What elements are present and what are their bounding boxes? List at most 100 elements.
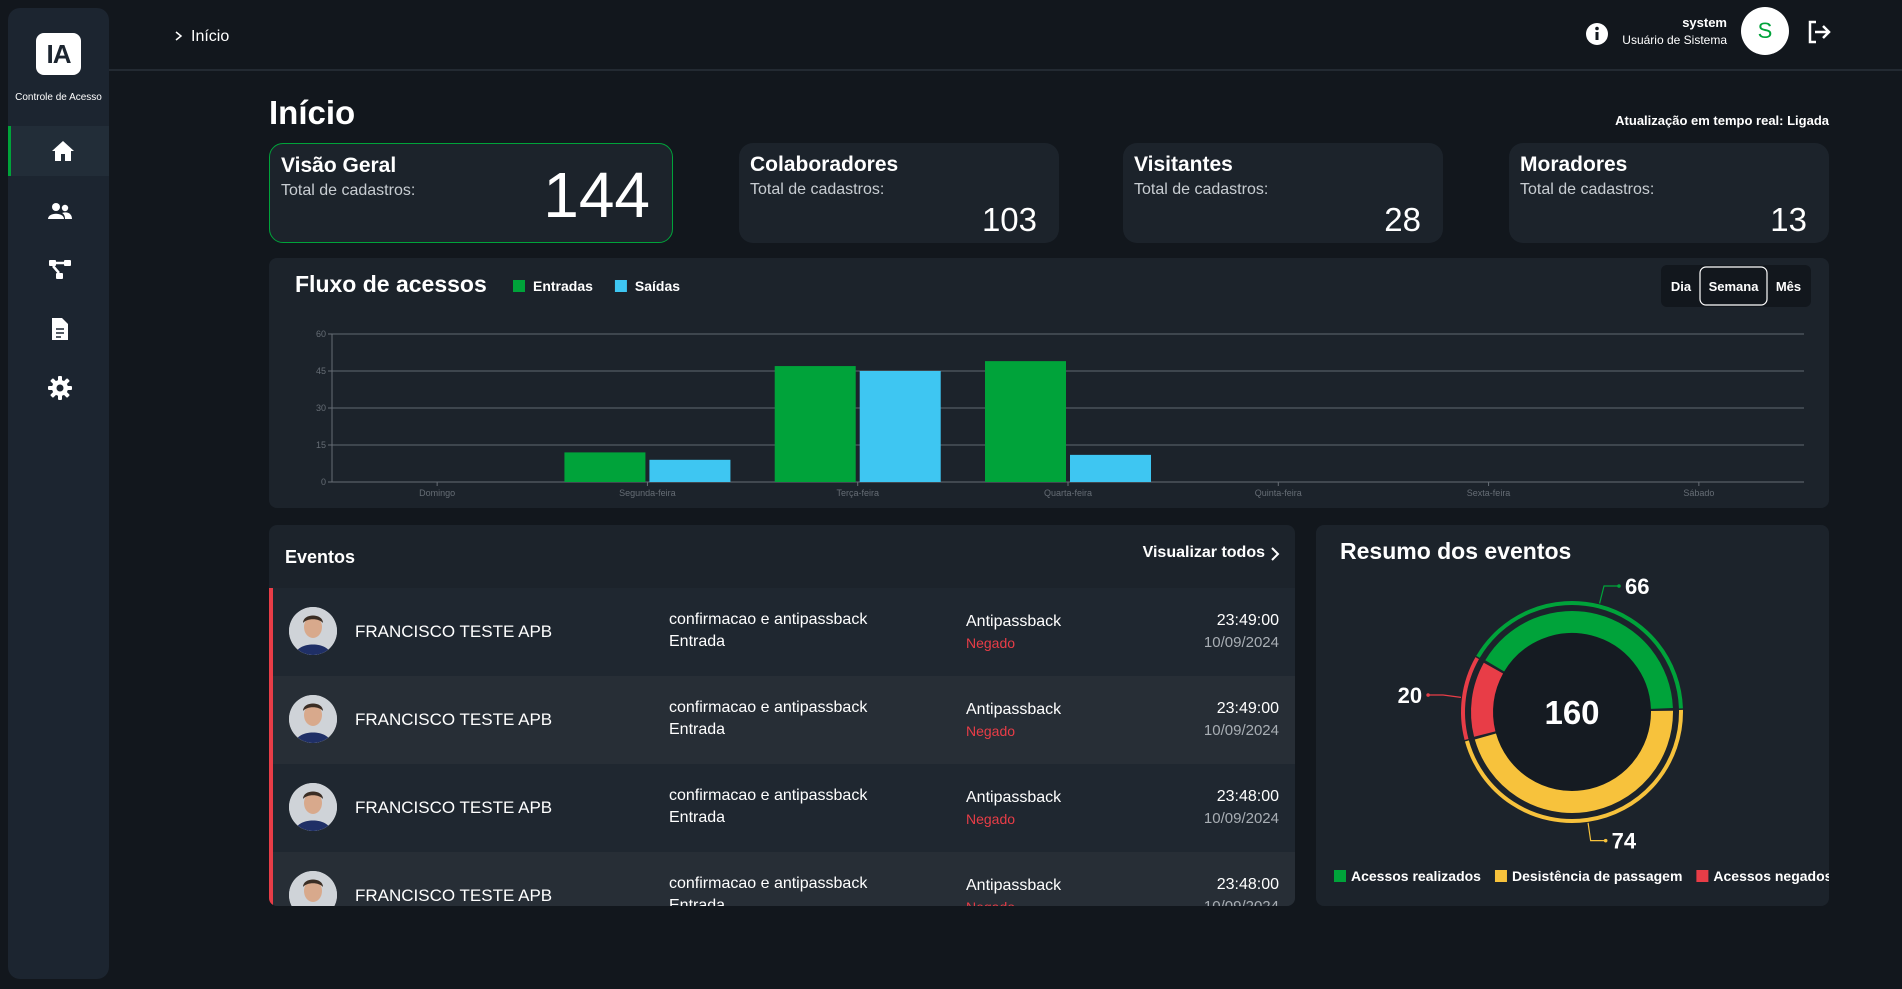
x-tick-label: Sexta-feira <box>1467 488 1511 498</box>
legend-label: Desistência de passagem <box>1512 868 1682 884</box>
event-row[interactable]: FRANCISCO TESTE APB confirmacao e antipas… <box>269 852 1295 906</box>
period-label[interactable]: Mês <box>1776 279 1801 294</box>
breadcrumb-chevron <box>175 31 183 41</box>
card-subtitle: Total de cadastros: <box>281 182 416 199</box>
direction: Entrada <box>669 633 726 650</box>
event-status: Negado <box>966 899 1015 906</box>
person-name: FRANCISCO TESTE APB <box>355 710 553 729</box>
gear-icon <box>48 376 72 400</box>
y-tick-label: 60 <box>316 329 326 339</box>
realtime-status: Atualização em tempo real: Ligada <box>1615 113 1829 128</box>
avatar-photo <box>289 871 337 906</box>
donut-segment <box>1474 710 1673 813</box>
value-label: 20 <box>1398 683 1422 708</box>
y-tick-label: 15 <box>316 440 326 450</box>
events-title: Eventos <box>285 547 356 567</box>
avatar <box>289 695 337 743</box>
leader-dot <box>1617 584 1621 588</box>
event-date: 10/09/2024 <box>1203 634 1279 651</box>
card-subtitle: Total de cadastros: <box>1134 181 1269 198</box>
logo[interactable]: IA <box>36 33 81 75</box>
x-tick-label: Terça-feira <box>836 488 879 498</box>
card-visitors[interactable]: Visitantes Total de cadastros: 28 <box>1123 143 1443 243</box>
leader-dot <box>1426 693 1430 697</box>
card-residents[interactable]: Moradores Total de cadastros: 13 <box>1509 143 1829 243</box>
breadcrumb[interactable]: Início <box>191 28 230 45</box>
donut-total: 160 <box>1544 694 1599 731</box>
event-type: Antipassback <box>966 877 1062 894</box>
card-subtitle: Total de cadastros: <box>1520 181 1655 198</box>
card-overview[interactable]: Visão Geral Total de cadastros: 144 <box>269 143 673 243</box>
sidebar: IA Controle de Acesso <box>8 8 109 979</box>
avatar <box>289 607 337 655</box>
bar <box>564 452 646 482</box>
card-title: Colaboradores <box>750 153 899 176</box>
avatar[interactable]: S <box>1741 7 1789 55</box>
event-status: Negado <box>966 811 1016 827</box>
value-label: 74 <box>1612 829 1637 854</box>
legend-label: Acessos negados <box>1713 868 1829 884</box>
direction: Entrada <box>669 809 726 826</box>
chart-title: Fluxo de acessos <box>295 271 487 297</box>
leader-line <box>1587 822 1606 842</box>
card-value: 28 <box>1384 201 1421 238</box>
card-employees[interactable]: Colaboradores Total de cadastros: 103 <box>739 143 1059 243</box>
bar <box>774 366 856 482</box>
donut-segment <box>1471 662 1504 737</box>
period-button[interactable] <box>1699 266 1768 306</box>
event-type: Antipassback <box>966 789 1062 806</box>
user-name: system <box>1682 15 1727 30</box>
x-tick-label: Domingo <box>419 488 455 498</box>
y-tick-label: 30 <box>316 403 326 413</box>
card-value: 144 <box>543 159 650 231</box>
leader-line <box>1598 585 1619 604</box>
y-tick-label: 0 <box>321 477 326 487</box>
access-flow-chart: Fluxo de acessos Entradas Saídas Dia Semana M… <box>269 258 1829 508</box>
bar <box>859 371 941 482</box>
card-value: 103 <box>981 201 1037 238</box>
access-rule: confirmacao e antipassback <box>669 611 868 628</box>
event-type: Antipassback <box>966 613 1062 630</box>
event-date: 10/09/2024 <box>1203 722 1279 739</box>
event-time: 23:48:00 <box>1216 876 1279 893</box>
person-name: FRANCISCO TESTE APB <box>355 798 553 817</box>
access-rule: confirmacao e antipassback <box>669 699 868 716</box>
person-name: FRANCISCO TESTE APB <box>355 886 553 905</box>
view-all[interactable]: Visualizar todos <box>1142 544 1265 561</box>
card-subtitle: Total de cadastros: <box>750 181 885 198</box>
leader-dot <box>1603 838 1608 843</box>
legend-swatch <box>1334 870 1346 882</box>
bar <box>649 459 731 482</box>
period-label[interactable]: Semana <box>1709 279 1760 294</box>
view-all-chevron[interactable] <box>1269 545 1281 563</box>
legend-label: Entradas <box>533 278 593 294</box>
event-row[interactable]: FRANCISCO TESTE APB confirmacao e antipas… <box>269 764 1295 852</box>
nav-home[interactable] <box>8 126 109 176</box>
x-tick-label: Sábado <box>1683 488 1714 498</box>
period-label[interactable]: Dia <box>1671 279 1692 294</box>
avatar-photo <box>289 783 337 831</box>
card-title: Visitantes <box>1134 153 1233 176</box>
event-time: 23:48:00 <box>1216 788 1279 805</box>
events-panel: Eventos Visualizar todos FRANCISCO TESTE… <box>269 525 1295 906</box>
info-icon[interactable] <box>1585 22 1609 46</box>
nav-users[interactable] <box>8 186 109 236</box>
event-row[interactable]: FRANCISCO TESTE APB confirmacao e antipas… <box>269 676 1295 764</box>
event-status: Negado <box>966 635 1016 651</box>
event-row[interactable]: FRANCISCO TESTE APB confirmacao e antipas… <box>269 588 1295 676</box>
x-tick-label: Segunda-feira <box>619 488 676 498</box>
direction: Entrada <box>669 721 726 738</box>
home-icon <box>52 141 74 161</box>
card-title: Visão Geral <box>281 154 397 177</box>
event-type: Antipassback <box>966 701 1062 718</box>
logout-icon[interactable] <box>1806 19 1832 45</box>
nav-reports[interactable] <box>8 304 109 354</box>
nav-network[interactable] <box>8 244 109 294</box>
card-value: 13 <box>1770 201 1807 238</box>
nav-settings[interactable] <box>8 363 109 413</box>
event-time: 23:49:00 <box>1216 612 1279 629</box>
avatar-photo <box>289 695 337 743</box>
x-tick-label: Quarta-feira <box>1044 488 1092 498</box>
